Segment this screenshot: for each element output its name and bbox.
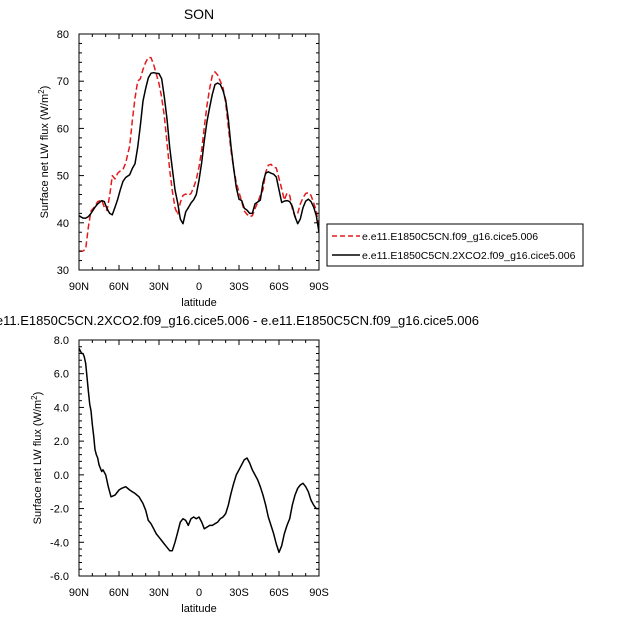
x-tick-label: 90N [69, 587, 89, 599]
y-tick-label: 0.0 [54, 470, 69, 482]
series-line-0 [79, 348, 319, 554]
top-chart-panel: SON 90N 60N 30N 0 30S 60S 90S 30 40 50 60 70 80 latitu… [37, 6, 584, 309]
y-tick-label: 50 [57, 171, 69, 183]
x-tick-label: 60S [269, 587, 289, 599]
y-axis-label: Surface net LW flux (W/m2) [37, 86, 51, 219]
y-axis-label-text: Surface net LW flux (W/m [39, 94, 51, 219]
y-tick-label: 2.0 [54, 436, 69, 448]
y-tick-label: -6.0 [50, 571, 69, 583]
bottom-chart-panel: e.e11.E1850C5CN.2XCO2.f09_g16.cice5.006 … [0, 313, 479, 615]
y-tick-label: -4.0 [50, 537, 69, 549]
y-axis-label-end: ) [39, 86, 51, 90]
x-tick-label: 0 [196, 281, 202, 293]
x-tick-label: 60N [109, 587, 129, 599]
y-axis-label-superscript: 2 [37, 89, 46, 94]
legend-box [326, 223, 584, 267]
x-tick-label: 90S [309, 587, 329, 599]
y-tick-label: 30 [57, 265, 69, 277]
x-tick-label: 30S [229, 281, 249, 293]
x-tick-label: 30N [149, 281, 169, 293]
plot-frame [78, 33, 320, 271]
y-tick-label: 60 [57, 123, 69, 135]
y-axis-label-end: ) [32, 392, 44, 396]
y-tick-label: 8.0 [54, 335, 69, 347]
x-axis-label: latitude [181, 603, 216, 615]
x-tick-label: 30N [149, 587, 169, 599]
x-tick-label: 0 [196, 587, 202, 599]
y-tick-label: 6.0 [54, 369, 69, 381]
series-line-0 [79, 56, 319, 252]
y-axis-label-text: Surface net LW flux (W/m [32, 400, 44, 525]
x-axis-label: latitude [181, 297, 216, 309]
x-tick-label: 30S [229, 587, 249, 599]
y-tick-label: -2.0 [50, 504, 69, 516]
y-axis-label: Surface net LW flux (W/m2) [30, 392, 44, 525]
chart-title: e.e11.E1850C5CN.2XCO2.f09_g16.cice5.006 … [0, 313, 479, 328]
chart-title: SON [184, 6, 214, 22]
y-tick-label: 70 [57, 76, 69, 88]
x-tick-label: 60S [269, 281, 289, 293]
y-tick-label: 80 [57, 29, 69, 41]
legend-label-0: e.e11.E1850C5CN.f09_g16.cice5.006 [362, 231, 538, 243]
y-tick-label: 40 [57, 218, 69, 230]
y-tick-label: 4.0 [54, 402, 69, 414]
x-tick-label: 90S [309, 281, 329, 293]
series-line-1 [79, 71, 319, 233]
legend-label-1: e.e11.E1850C5CN.2XCO2.f09_g16.cice5.006 [362, 250, 576, 262]
y-axis-label-superscript: 2 [30, 395, 39, 400]
chart-legend: e.e11.E1850C5CN.f09_g16.cice5.006 e.e11.E… [326, 223, 584, 267]
x-tick-label: 90N [69, 281, 89, 293]
x-tick-label: 60N [109, 281, 129, 293]
